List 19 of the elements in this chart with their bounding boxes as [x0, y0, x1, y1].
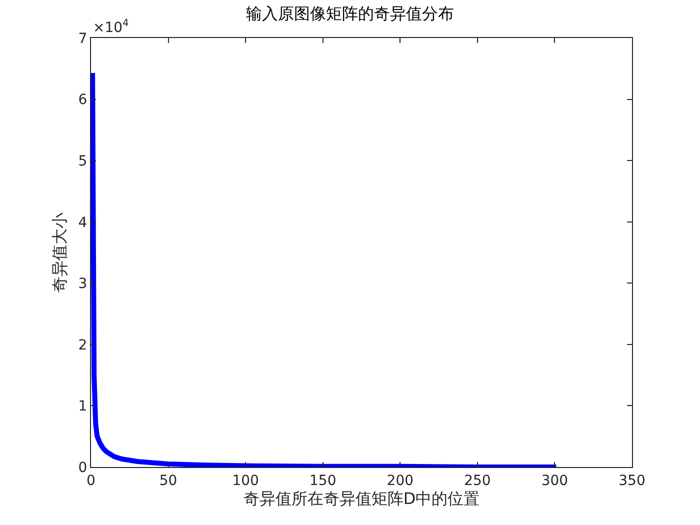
y-tick-label: 7 [78, 30, 88, 47]
y-tick-label: 2 [78, 337, 88, 354]
y-tick-label: 4 [78, 214, 88, 231]
y-tick-label: 6 [78, 92, 88, 108]
y-tick-label: 0 [78, 460, 88, 476]
x-tick-label: 150 [309, 472, 336, 489]
y-tick-label: 3 [78, 276, 88, 292]
x-tick-label: 50 [159, 472, 178, 489]
x-tick-label: 200 [386, 472, 414, 489]
text: ×10$^{4}$ [93, 18, 129, 36]
chart-title: 输入原图像矩阵的奇异值分布 [246, 4, 454, 24]
y-tick-label: 5 [78, 153, 88, 170]
y-tick-label: 1 [78, 398, 88, 415]
x-tick-label: 100 [232, 472, 259, 489]
x-tick-label: 350 [618, 472, 646, 489]
x-tick-label: 250 [464, 472, 491, 489]
x-tick-label: 300 [541, 472, 568, 489]
x-axis-title: 奇异值所在奇异值矩阵D中的位置 [243, 488, 480, 508]
y-axis-title: 奇异值大小 [50, 212, 70, 292]
